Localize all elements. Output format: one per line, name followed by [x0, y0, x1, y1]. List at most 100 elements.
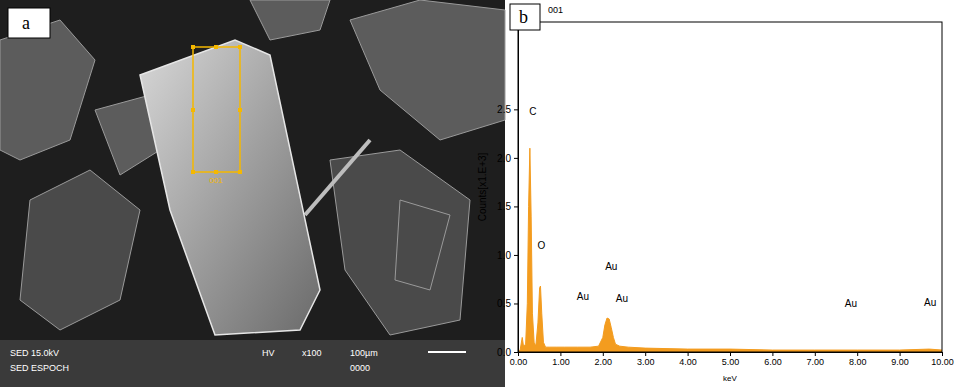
x-tick: 8.00	[849, 352, 867, 367]
region-handle	[191, 170, 195, 174]
info-bar	[0, 340, 505, 387]
x-tick-label: 6.00	[764, 357, 782, 367]
x-axis: 0.00 1.00 2.00 3.00 4.00 5.00 6.00 7.00 8.00 9.00…	[510, 352, 954, 367]
x-tick-mark	[603, 352, 604, 356]
y-tick-label: 1.0	[497, 250, 511, 261]
x-tick-label: 8.00	[849, 357, 867, 367]
y-tick: 2.0	[497, 153, 518, 164]
x-tick-label: 0.00	[510, 357, 528, 367]
figure: 001SED 15.0kVSED ESPOCHHVx100100µm0000a0…	[0, 0, 957, 387]
y-tick-label: 2.0	[497, 153, 511, 164]
y-tick-label: 0.0	[497, 347, 511, 358]
region-handle	[238, 170, 242, 174]
y-tick: 1.0	[497, 250, 518, 261]
x-axis-title: keV	[723, 374, 737, 383]
x-tick-mark	[815, 352, 816, 356]
region-handle	[214, 45, 218, 49]
info-text: SED ESPOCH	[10, 363, 69, 373]
y-tick-mark	[514, 109, 518, 110]
x-tick-mark	[560, 352, 561, 356]
panel-label-box	[510, 4, 540, 30]
particle	[20, 170, 140, 330]
x-tick: 0.00	[510, 352, 528, 367]
peak-label: Au	[924, 297, 936, 308]
x-tick-label: 1.00	[552, 357, 570, 367]
x-tick-mark	[730, 352, 731, 356]
y-tick-label: 0.5	[497, 298, 511, 309]
region-handle	[238, 45, 242, 49]
particle	[350, 0, 505, 140]
x-tick: 5.00	[722, 352, 740, 367]
region-handle	[191, 45, 195, 49]
x-tick-mark	[942, 352, 943, 356]
info-text: x100	[302, 348, 322, 358]
x-tick: 6.00	[764, 352, 782, 367]
x-tick-mark	[645, 352, 646, 356]
panel-label-box	[8, 8, 50, 38]
y-tick-mark	[514, 158, 518, 159]
chart-title: 001	[548, 5, 563, 15]
x-tick: 1.00	[552, 352, 570, 367]
panel-label: b	[519, 7, 528, 27]
y-tick-label: 2.5	[497, 104, 511, 115]
info-text: SED 15.0kV	[10, 348, 59, 358]
x-tick-mark	[688, 352, 689, 356]
particle	[330, 150, 470, 335]
x-tick-mark	[772, 352, 773, 356]
panel-label: a	[22, 13, 30, 33]
particle	[250, 0, 330, 40]
y-axis-line	[514, 23, 519, 353]
x-tick-label: 4.00	[679, 357, 697, 367]
y-tick-mark	[514, 255, 518, 256]
y-tick: 0.5	[497, 298, 518, 309]
x-tick: 4.00	[679, 352, 697, 367]
micrograph-panel: 001 SED 15.0kV SED ESPOCH HV x100 100µm 0000 a	[0, 0, 505, 387]
info-text: 100µm	[350, 348, 378, 358]
spectrum-area	[518, 148, 942, 352]
x-tick-label: 9.00	[891, 357, 909, 367]
x-tick-mark	[900, 352, 901, 356]
region-handle	[191, 108, 195, 112]
y-tick-mark	[514, 352, 518, 353]
y-tick: 0.0	[497, 347, 518, 358]
peak-label: Au	[605, 261, 617, 272]
x-tick-label: 2.00	[595, 357, 613, 367]
y-axis: 0.0 0.5 1.0 1.5 2.0 2.5	[497, 23, 518, 358]
x-tick: 2.00	[595, 352, 613, 367]
x-tick-label: 3.00	[637, 357, 655, 367]
x-tick-label: 10.00	[931, 357, 954, 367]
y-tick-mark	[514, 303, 518, 304]
x-tick: 9.00	[891, 352, 909, 367]
y-axis-title: Counts[x1.E+3]	[477, 152, 488, 221]
region-handle	[214, 170, 218, 174]
x-tick: 10.00	[931, 352, 954, 367]
info-text: 0000	[350, 363, 370, 373]
region-label: 001	[209, 176, 223, 185]
x-tick: 3.00	[637, 352, 655, 367]
y-tick-label: 1.5	[497, 201, 511, 212]
info-text: HV	[262, 348, 275, 358]
y-tick: 2.5	[497, 104, 518, 115]
image-background	[0, 0, 505, 340]
fiber	[305, 140, 370, 215]
main-particle	[140, 40, 320, 335]
peak-label: C	[529, 106, 536, 117]
x-tick-mark	[857, 352, 858, 356]
x-axis-line	[519, 353, 943, 357]
peak-label: O	[537, 240, 545, 251]
peak-label: Au	[616, 293, 628, 304]
plot-area	[518, 148, 942, 352]
region-box	[193, 47, 240, 172]
y-tick: 1.5	[497, 201, 518, 212]
region-handle	[238, 108, 242, 112]
particle	[0, 20, 95, 160]
plot-frame	[518, 22, 942, 352]
peak-label: Au	[577, 291, 589, 302]
scale-bar	[428, 351, 466, 353]
chart-panel: 0.00 1.00 2.00 3.00 4.00 5.00 6.00 7.00 8.00 9.00…	[477, 4, 954, 383]
peak-label: Au	[845, 298, 857, 309]
x-tick-label: 5.00	[722, 357, 740, 367]
y-tick-mark	[514, 206, 518, 207]
x-tick: 7.00	[807, 352, 825, 367]
particle	[395, 200, 450, 290]
